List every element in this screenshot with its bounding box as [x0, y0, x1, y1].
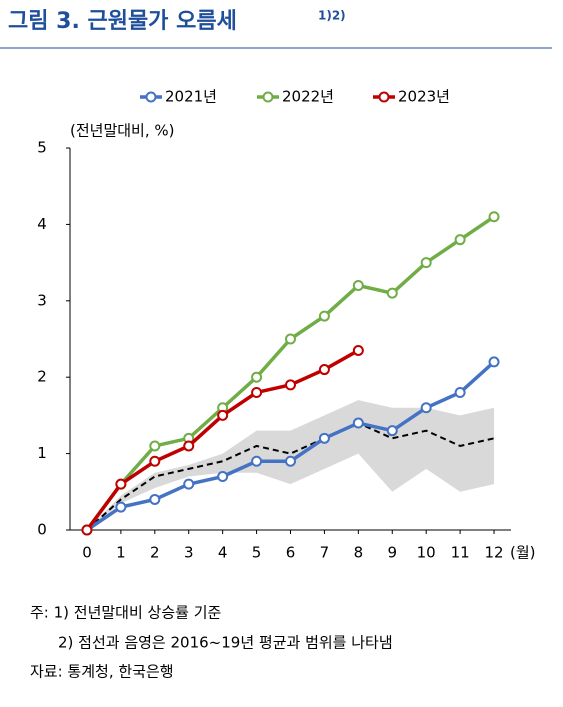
y-tick-label: 3 — [37, 291, 47, 309]
note: 자료: 통계청, 한국은행 — [30, 663, 174, 681]
x-tick-label: 2 — [150, 544, 160, 562]
legend-label: 2021년 — [165, 88, 217, 106]
title-superscript: 1)2) — [318, 9, 346, 23]
x-tick-label: 12 — [484, 544, 503, 562]
x-tick-label: 4 — [218, 544, 228, 562]
point — [488, 356, 500, 368]
point — [115, 501, 127, 513]
point — [285, 455, 296, 467]
point — [251, 455, 263, 467]
x-tick-label: 11 — [451, 544, 470, 562]
point — [217, 471, 229, 483]
x-tick-label: 6 — [286, 544, 296, 562]
x-tick-label: 8 — [354, 544, 364, 562]
point — [217, 409, 229, 421]
y-tick-label: 2 — [37, 368, 47, 386]
point — [454, 386, 466, 398]
y-tick-label: 1 — [37, 444, 47, 462]
legend-marker — [378, 91, 390, 103]
point — [251, 386, 263, 398]
average-line — [86, 421, 495, 531]
point — [285, 379, 296, 391]
note: 2) 점선과 음영은 2016~19년 평균과 범위를 나타냄 — [58, 634, 393, 652]
legend-label: 2022년 — [282, 88, 334, 106]
point — [285, 333, 296, 345]
point — [352, 417, 364, 429]
point — [149, 493, 161, 505]
point — [318, 432, 330, 444]
point — [352, 344, 364, 356]
point — [183, 478, 195, 490]
note: 주: 1) 전년말대비 상승률 기준 — [30, 604, 222, 622]
point — [149, 455, 161, 467]
x-tick-label: 3 — [184, 544, 194, 562]
point — [386, 425, 398, 437]
legend-marker — [262, 91, 274, 103]
point — [420, 257, 432, 269]
point — [420, 402, 432, 414]
x-tick-label: 10 — [417, 544, 436, 562]
x-tick-label: 5 — [252, 544, 262, 562]
point — [352, 280, 364, 292]
point — [386, 287, 398, 299]
point — [251, 371, 263, 383]
point — [454, 234, 466, 246]
point — [115, 478, 127, 490]
point — [488, 211, 500, 223]
y-tick-label: 4 — [37, 215, 47, 233]
x-tick-label: 0 — [82, 544, 92, 562]
x-axis-label: (월) — [510, 544, 536, 562]
y-tick-label: 0 — [37, 521, 47, 539]
y-axis-label: (전년말대비, %) — [70, 122, 175, 140]
point — [183, 440, 195, 452]
point — [149, 440, 161, 452]
point — [81, 524, 93, 536]
legend-label: 2023년 — [398, 88, 450, 106]
point — [318, 364, 330, 376]
legend-marker — [145, 91, 157, 103]
x-tick-label: 1 — [116, 544, 126, 562]
point — [318, 310, 330, 322]
x-tick-label: 7 — [320, 544, 330, 562]
y-tick-label: 5 — [37, 139, 47, 157]
chart-title: 그림 3. 근원물가 오름세 — [8, 9, 237, 34]
x-tick-label: 9 — [387, 544, 397, 562]
